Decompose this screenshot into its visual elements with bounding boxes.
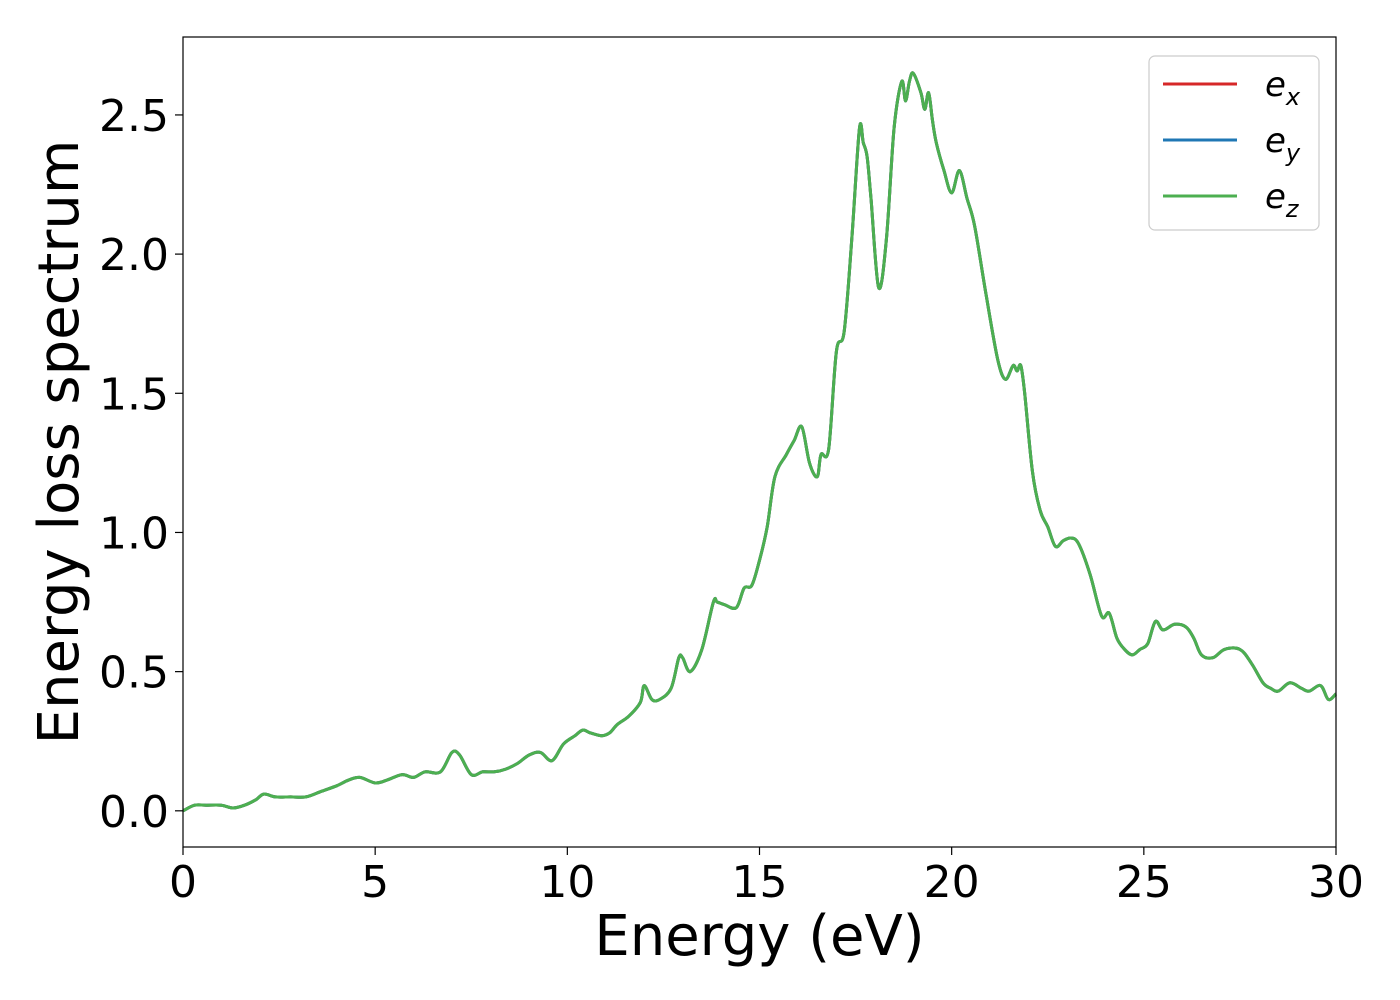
series-line-ez xyxy=(182,71,1338,813)
y-tick-label: 2.5 xyxy=(99,91,169,142)
y-tick-label: 2.0 xyxy=(99,230,169,281)
legend-item-ez: ez xyxy=(1163,177,1300,223)
y-tick-label: 0.5 xyxy=(99,648,169,699)
legend-label-base: e xyxy=(1265,121,1286,161)
x-tick-label: 25 xyxy=(1116,857,1172,908)
legend-item-ey: ey xyxy=(1163,121,1301,167)
x-tick-label: 0 xyxy=(169,857,197,908)
legend-label-base: e xyxy=(1265,65,1286,105)
x-tick-label: 20 xyxy=(924,857,980,908)
y-tick-label: 0.0 xyxy=(99,787,169,838)
legend-label: ez xyxy=(1265,177,1300,223)
x-tick-label: 10 xyxy=(539,857,595,908)
legend-label: ey xyxy=(1265,121,1301,167)
series-layer xyxy=(182,71,1338,813)
legend-box xyxy=(1148,55,1320,231)
legend-label-subscript: z xyxy=(1285,195,1300,223)
legend-item-ex: ex xyxy=(1163,65,1301,111)
y-axis-ticks: 0.0 0.5 1.0 1.5 2.0 2.5 xyxy=(99,91,183,838)
legend-label: ex xyxy=(1265,65,1301,111)
legend-label-subscript: x xyxy=(1285,83,1301,111)
y-tick-label: 1.5 xyxy=(99,369,169,420)
y-axis-title: Energy loss spectrum xyxy=(27,140,92,745)
x-tick-label: 30 xyxy=(1308,857,1364,908)
legend-label-base: e xyxy=(1265,177,1286,217)
x-axis-ticks: 0 5 10 15 20 25 30 xyxy=(169,847,1364,908)
x-tick-label: 5 xyxy=(361,857,389,908)
legend-label-subscript: y xyxy=(1285,139,1301,167)
x-axis-title: Energy (eV) xyxy=(594,904,924,969)
x-tick-label: 15 xyxy=(732,857,788,908)
y-tick-label: 1.0 xyxy=(99,508,169,559)
